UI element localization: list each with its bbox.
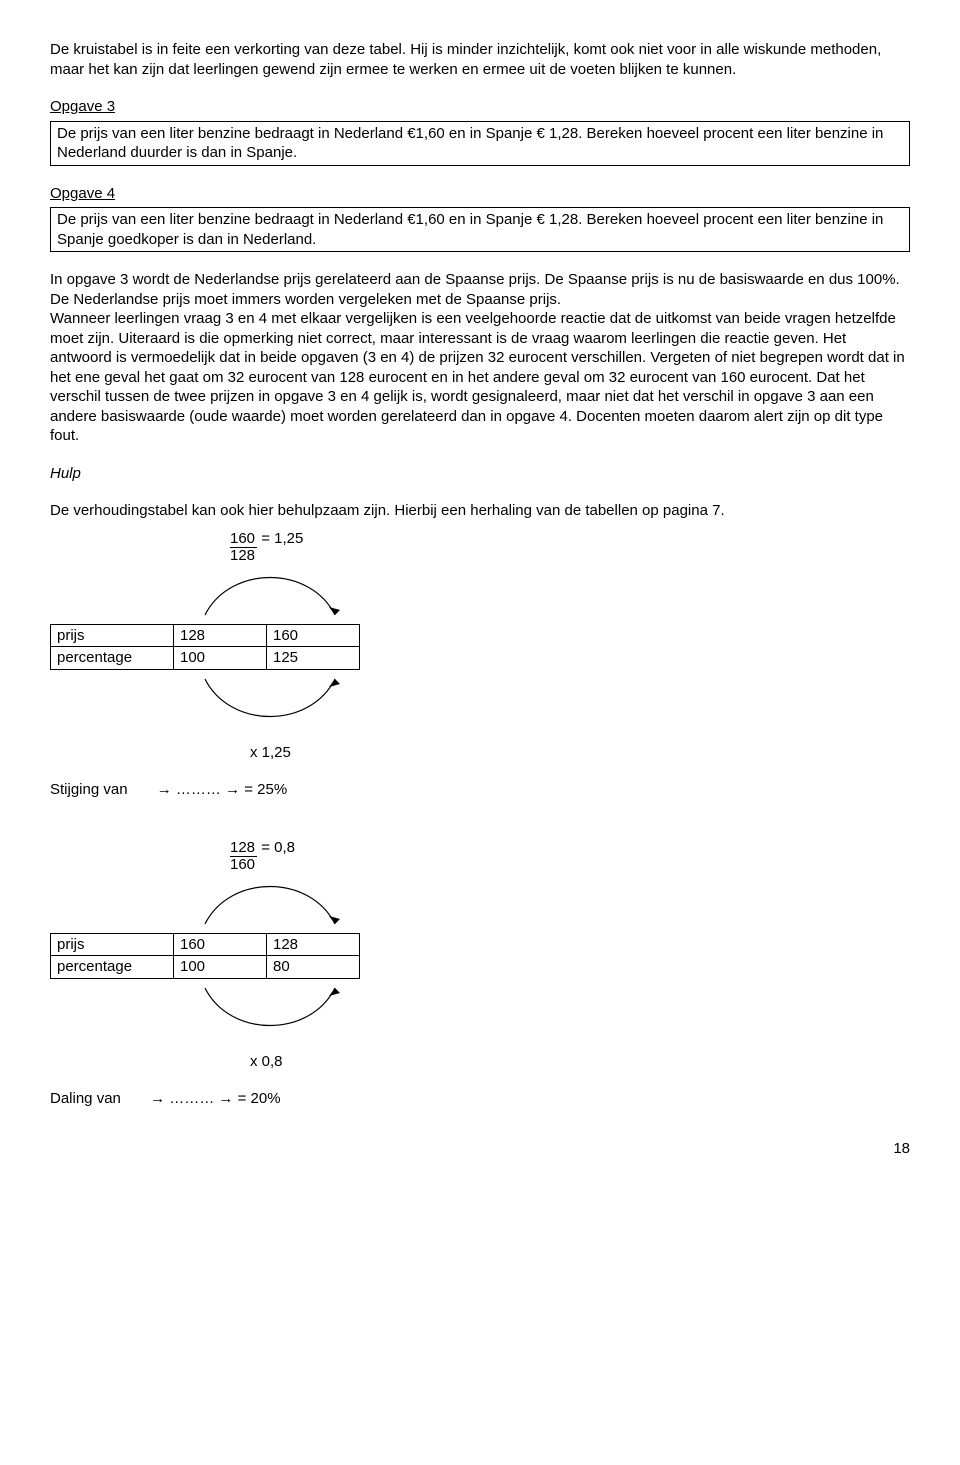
- arc-bottom-2: [180, 983, 430, 1038]
- cell: 160: [267, 624, 360, 647]
- table-row: percentage 100 80: [51, 956, 360, 979]
- cell: 100: [174, 647, 267, 670]
- table-row: prijs 160 128: [51, 933, 360, 956]
- cell: percentage: [51, 647, 174, 670]
- ratio-table-1: prijs 128 160 percentage 100 125: [50, 624, 360, 670]
- arc-top-2: [180, 874, 430, 929]
- cell: 100: [174, 956, 267, 979]
- frac2-num: 128: [230, 840, 257, 858]
- cell: 128: [267, 933, 360, 956]
- frac1-result: = 1,25: [261, 530, 303, 547]
- explanation-text: In opgave 3 wordt de Nederlandse prijs g…: [50, 270, 910, 446]
- frac1-den: 128: [230, 548, 910, 565]
- result-val-1: → ……… → = 25%: [157, 781, 287, 798]
- frac2-den: 160: [230, 857, 910, 874]
- hulp-heading: Hulp: [50, 464, 910, 484]
- hulp-text: De verhoudingstabel kan ook hier behulpz…: [50, 501, 910, 521]
- table-row: prijs 128 160: [51, 624, 360, 647]
- multiplier-1: x 1,25: [250, 743, 910, 763]
- page-number: 18: [50, 1139, 910, 1159]
- result-line-1: Stijging van → ……… → = 25%: [50, 780, 910, 800]
- opgave3-box: De prijs van een liter benzine bedraagt …: [50, 121, 910, 166]
- ratio-table-2: prijs 160 128 percentage 100 80: [50, 933, 360, 979]
- intro-text: De kruistabel is in feite een verkorting…: [50, 40, 910, 79]
- opgave4-title: Opgave 4: [50, 185, 115, 202]
- opgave3-title: Opgave 3: [50, 98, 115, 115]
- cell: 128: [174, 624, 267, 647]
- opgave4-box: De prijs van een liter benzine bedraagt …: [50, 207, 910, 252]
- cell: percentage: [51, 956, 174, 979]
- fraction-2: 128 = 0,8 160: [230, 840, 910, 874]
- result-label-2: Daling van: [50, 1090, 121, 1107]
- cell: 125: [267, 647, 360, 670]
- cell: prijs: [51, 933, 174, 956]
- result-val-2: → ……… → = 20%: [150, 1090, 280, 1107]
- multiplier-2: x 0,8: [250, 1052, 910, 1072]
- frac1-num: 160: [230, 531, 257, 549]
- opgave4-text: De prijs van een liter benzine bedraagt …: [57, 211, 883, 248]
- arc-bottom-1: [180, 674, 430, 729]
- result-label-1: Stijging van: [50, 781, 128, 798]
- opgave3-text: De prijs van een liter benzine bedraagt …: [57, 125, 883, 162]
- arc-top-1: [180, 565, 430, 620]
- cell: 160: [174, 933, 267, 956]
- frac2-result: = 0,8: [261, 839, 295, 856]
- cell: 80: [267, 956, 360, 979]
- fraction-1: 160 = 1,25 128: [230, 531, 910, 565]
- cell: prijs: [51, 624, 174, 647]
- result-line-2: Daling van → ……… → = 20%: [50, 1089, 910, 1109]
- table-row: percentage 100 125: [51, 647, 360, 670]
